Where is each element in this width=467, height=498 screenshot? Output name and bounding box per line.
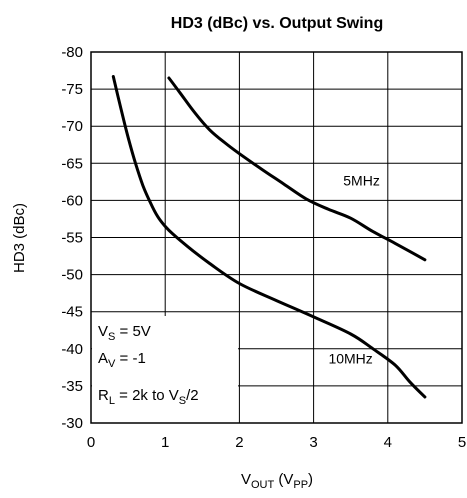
condition-supply: VS = 5V [98,323,151,343]
y-tick-label-5: -55 [61,230,83,247]
y-tick-label-4: -60 [61,192,83,209]
x-tick-label-4: 4 [384,434,392,451]
x-tick-label-2: 2 [235,434,243,451]
x-tick-label-0: 0 [87,434,95,451]
y-tick-labels: -80 -75 -70 -65 -60 -55 -50 -45 -40 -35 -30 [61,44,83,432]
series-line-5mhz [167,76,427,262]
chart-title: HD3 (dBc) vs. Output Swing [171,15,383,32]
conditions-box-background [92,316,238,423]
series-group [111,75,427,399]
series-annotation-10mhz: 10MHz [328,351,372,367]
y-tick-label-10: -30 [61,415,83,432]
y-axis-label: HD3 (dBc) [11,203,28,273]
y-tick-label-6: -50 [61,267,83,284]
condition-gain: AV = -1 [98,350,146,370]
x-tick-label-3: 3 [309,434,317,451]
y-tick-label-3: -65 [61,155,83,172]
y-tick-label-0: -80 [61,44,83,61]
series-line-10mhz [111,75,427,399]
plot-frame [90,51,463,424]
x-tick-label-5: 5 [458,434,466,451]
conditions-box: VS = 5V AV = -1 RL = 2k to VS/2 [92,316,238,423]
y-tick-label-7: -45 [61,304,83,321]
x-tick-label-1: 1 [161,434,169,451]
annotations-group: 5MHz 10MHz [328,173,379,367]
x-axis-label: VOUT (VPP) [241,471,313,491]
y-tick-label-2: -70 [61,118,83,135]
condition-load: RL = 2k to VS/2 [98,387,199,407]
y-tick-label-8: -40 [61,341,83,358]
y-tick-label-1: -75 [61,81,83,98]
y-tick-label-9: -35 [61,378,83,395]
series-annotation-5mhz: 5MHz [343,173,380,189]
x-tick-labels: 0 1 2 3 4 5 [87,434,466,451]
